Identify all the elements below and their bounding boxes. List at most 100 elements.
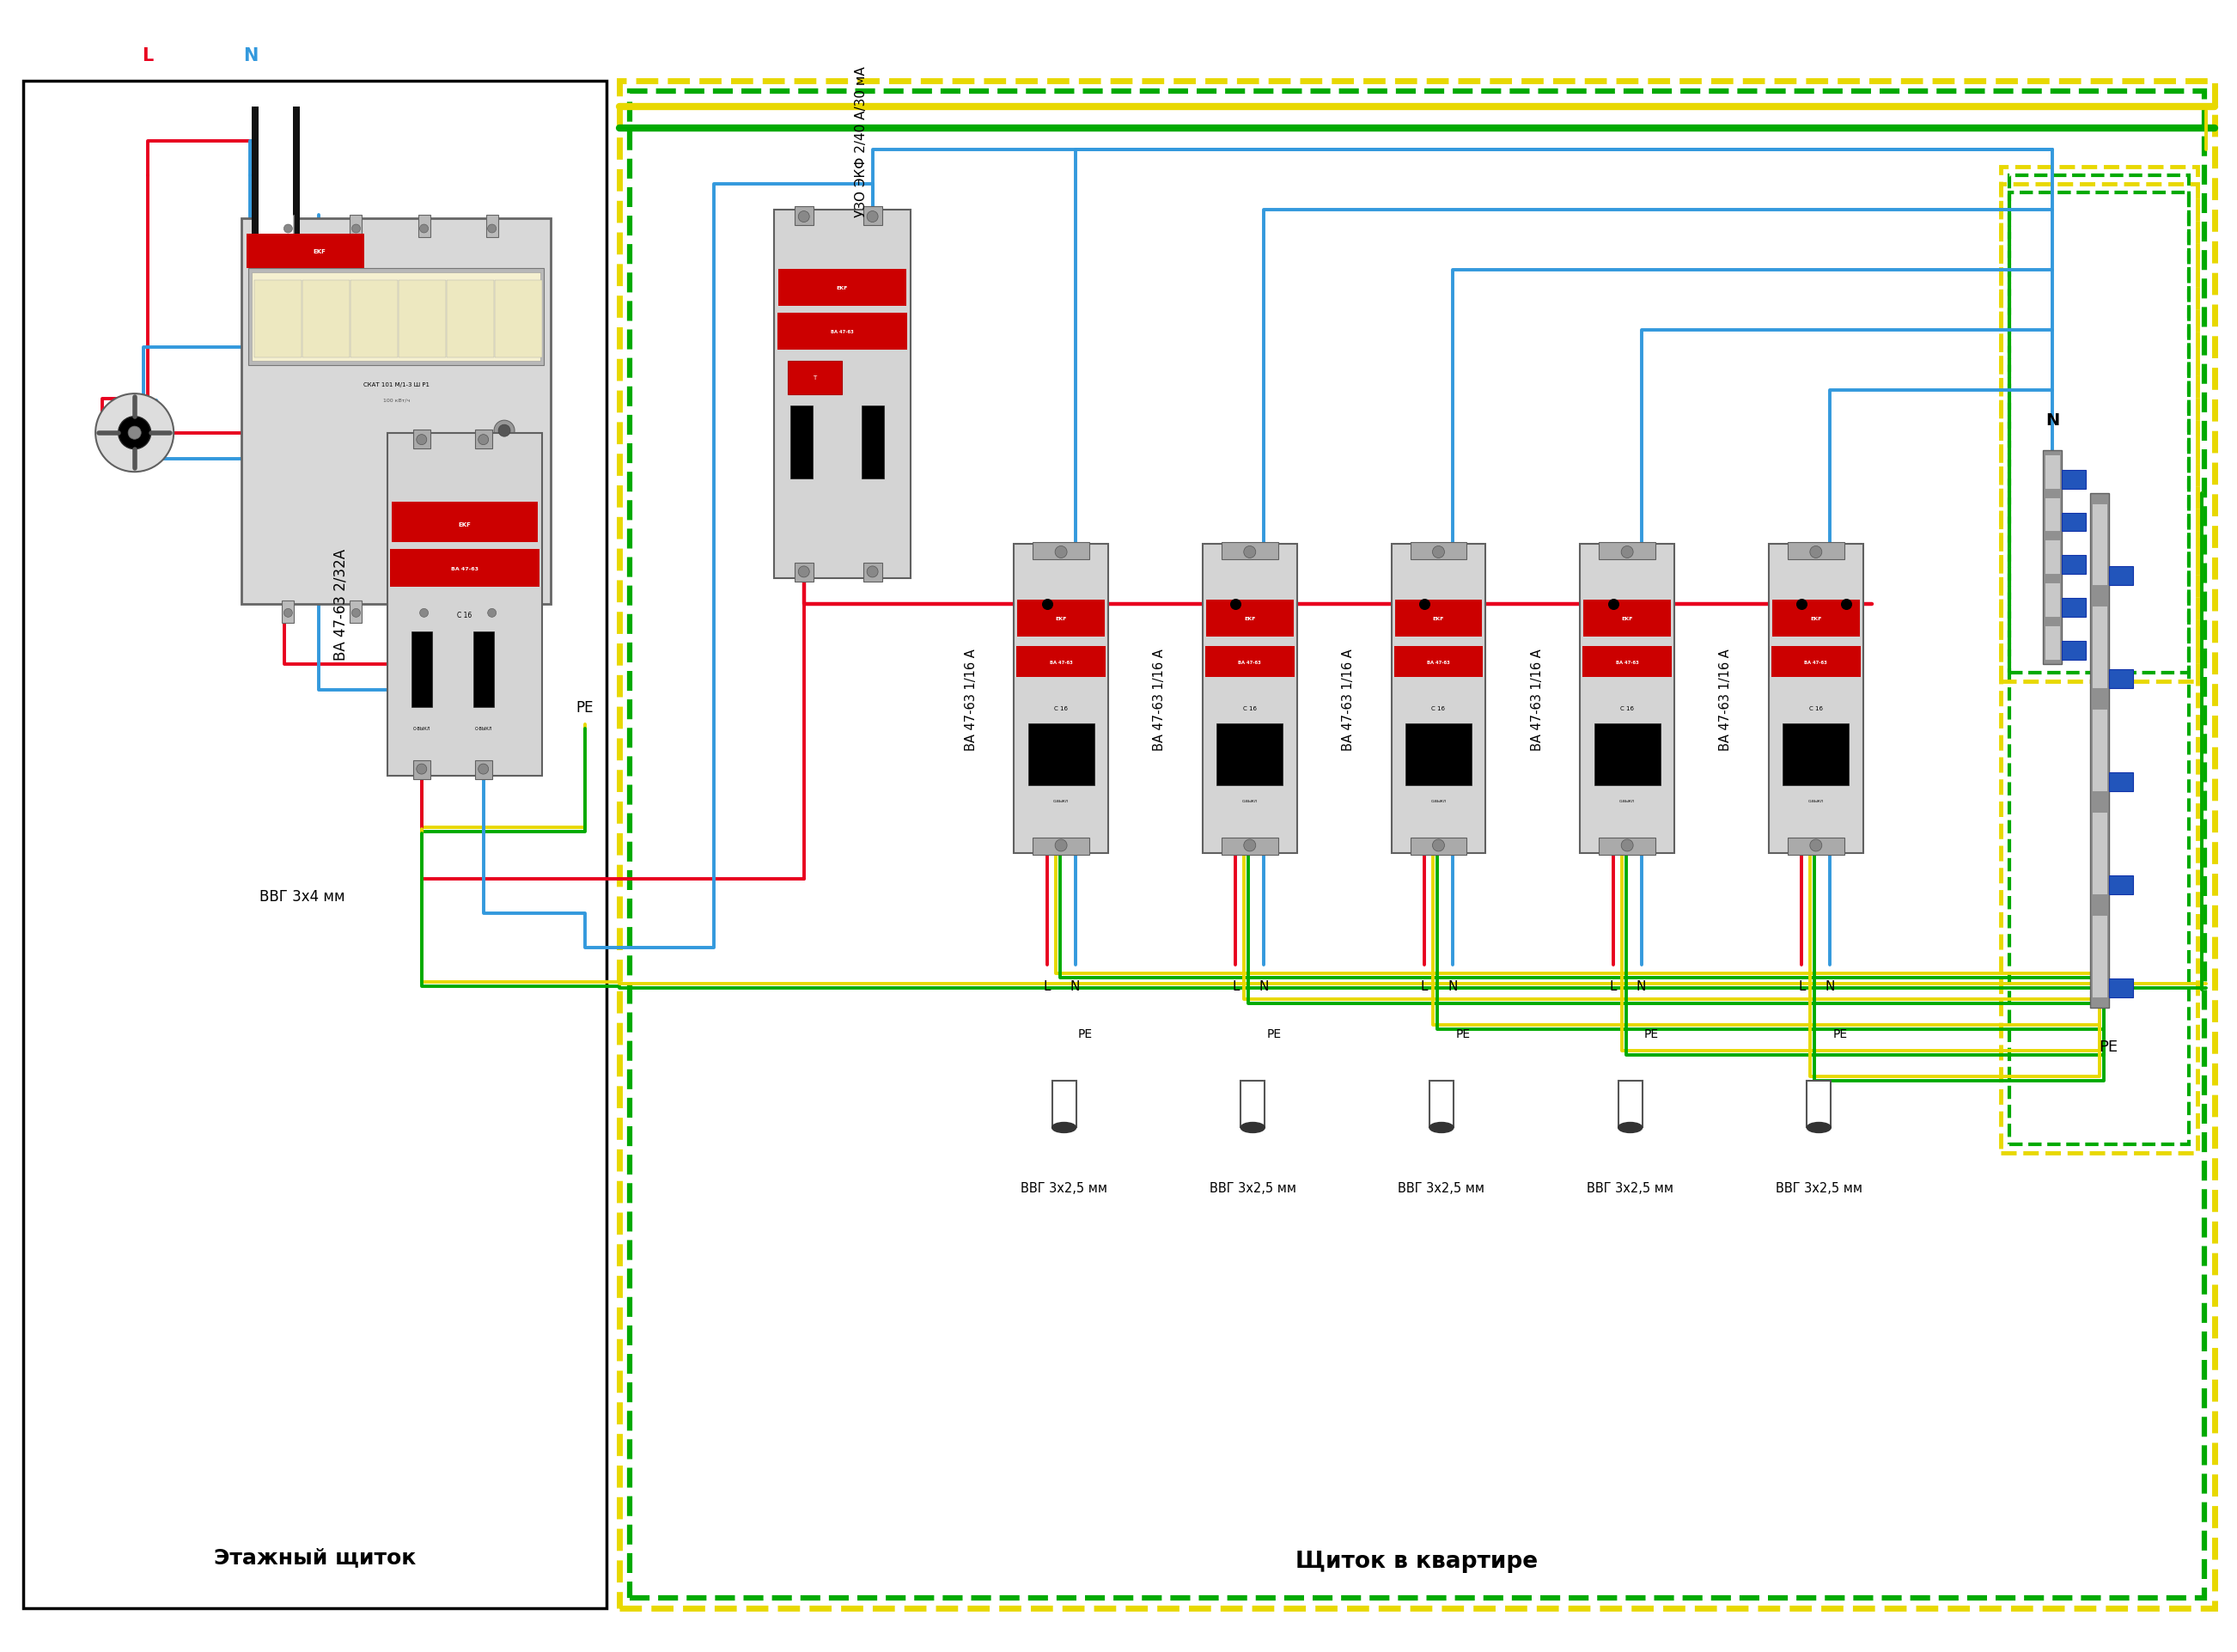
Text: EKF: EKF: [1810, 616, 1821, 621]
Bar: [1409, 544, 1467, 560]
Bar: [447, 281, 494, 358]
Bar: [787, 362, 843, 395]
Bar: [2045, 583, 2060, 618]
Text: EKF: EKF: [1622, 616, 1633, 621]
Bar: [259, 107, 293, 249]
Bar: [398, 281, 445, 358]
Text: О-ВЫКЛ: О-ВЫКЛ: [1807, 800, 1823, 803]
Circle shape: [1056, 547, 1067, 558]
Circle shape: [351, 610, 360, 618]
Circle shape: [416, 434, 427, 446]
Bar: [1221, 544, 1277, 560]
Bar: [2109, 773, 2134, 791]
Text: ВА 47-63 2/32А: ВА 47-63 2/32А: [333, 548, 349, 661]
Bar: [794, 563, 814, 583]
Bar: [248, 269, 544, 365]
Point: [1029, 591, 1065, 618]
Bar: [776, 314, 908, 350]
Text: L: L: [1042, 980, 1051, 993]
Bar: [2045, 497, 2060, 532]
Point: [1217, 591, 1253, 618]
Text: Щиток в квартире: Щиток в квартире: [1295, 1550, 1539, 1573]
Bar: [629, 93, 2203, 1597]
Bar: [1617, 1080, 1642, 1128]
Circle shape: [1244, 839, 1255, 852]
Text: ВА 47-63 1/16 А: ВА 47-63 1/16 А: [964, 648, 978, 750]
Circle shape: [416, 765, 427, 775]
Text: ВА 47-63: ВА 47-63: [1427, 659, 1450, 664]
Bar: [620, 83, 2215, 1607]
Bar: [2045, 454, 2060, 489]
Bar: [863, 206, 881, 226]
Bar: [2109, 671, 2134, 689]
Text: ВВГ 3х2,5 мм: ВВГ 3х2,5 мм: [1776, 1181, 1861, 1194]
Circle shape: [499, 425, 510, 438]
Text: C 16: C 16: [1620, 705, 1633, 710]
Bar: [1013, 545, 1107, 854]
Text: ВА 47-63: ВА 47-63: [1805, 659, 1828, 664]
Text: PE: PE: [1456, 1028, 1470, 1039]
Bar: [2092, 915, 2107, 998]
Text: О-ВЫКЛ: О-ВЫКЛ: [474, 727, 492, 730]
Text: О-ВЫКЛ: О-ВЫКЛ: [1242, 800, 1257, 803]
Bar: [2000, 167, 2197, 1153]
Point: [1595, 591, 1631, 618]
Bar: [2063, 557, 2087, 575]
Bar: [1807, 1080, 1830, 1128]
Bar: [2109, 876, 2134, 895]
Bar: [2092, 504, 2107, 586]
Text: PE: PE: [2098, 1039, 2118, 1054]
Text: C 16: C 16: [1810, 705, 1823, 710]
Bar: [412, 633, 432, 707]
Bar: [2009, 177, 2190, 1145]
Circle shape: [479, 765, 488, 775]
Bar: [1787, 544, 1843, 560]
Text: ВА 47-63: ВА 47-63: [452, 567, 479, 572]
Text: ВА 47-63 1/16 А: ВА 47-63 1/16 А: [1154, 648, 1165, 750]
Text: C 16: C 16: [1054, 705, 1067, 710]
Bar: [1206, 600, 1293, 638]
Text: N: N: [1069, 980, 1080, 993]
Text: ВА 47-63 1/16 А: ВА 47-63 1/16 А: [1720, 648, 1731, 750]
Bar: [2063, 641, 2087, 661]
Bar: [389, 550, 539, 588]
Bar: [778, 269, 906, 306]
Bar: [1033, 838, 1089, 856]
Bar: [1029, 724, 1094, 786]
Circle shape: [868, 567, 879, 578]
Circle shape: [1244, 547, 1255, 558]
Text: ВА 47-63: ВА 47-63: [1049, 659, 1072, 664]
Circle shape: [284, 225, 293, 233]
Bar: [485, 601, 499, 624]
Bar: [242, 220, 550, 605]
Text: L: L: [1233, 980, 1239, 993]
Text: N: N: [1637, 980, 1646, 993]
Bar: [2009, 193, 2190, 674]
Circle shape: [1622, 839, 1633, 852]
Circle shape: [479, 434, 488, 446]
Circle shape: [128, 426, 141, 439]
Ellipse shape: [1429, 1123, 1454, 1133]
Circle shape: [1810, 839, 1821, 852]
Text: О-ВЫКЛ: О-ВЫКЛ: [1432, 800, 1445, 803]
Ellipse shape: [1617, 1123, 1642, 1133]
Bar: [1772, 600, 1859, 638]
Bar: [794, 206, 814, 226]
Text: 100 кВт/ч: 100 кВт/ч: [383, 398, 409, 403]
Circle shape: [1432, 547, 1445, 558]
Bar: [1204, 545, 1297, 854]
Circle shape: [799, 567, 810, 578]
Bar: [1394, 600, 1483, 638]
Bar: [1599, 544, 1655, 560]
Text: N: N: [2045, 413, 2060, 428]
Circle shape: [284, 610, 293, 618]
Text: C 16: C 16: [1244, 705, 1257, 710]
Circle shape: [96, 395, 174, 472]
Bar: [2045, 540, 2060, 575]
Bar: [1579, 545, 1673, 854]
Circle shape: [799, 211, 810, 223]
Bar: [349, 601, 362, 624]
Bar: [2109, 567, 2134, 586]
Bar: [2045, 626, 2060, 661]
Text: C 16: C 16: [1432, 705, 1445, 710]
